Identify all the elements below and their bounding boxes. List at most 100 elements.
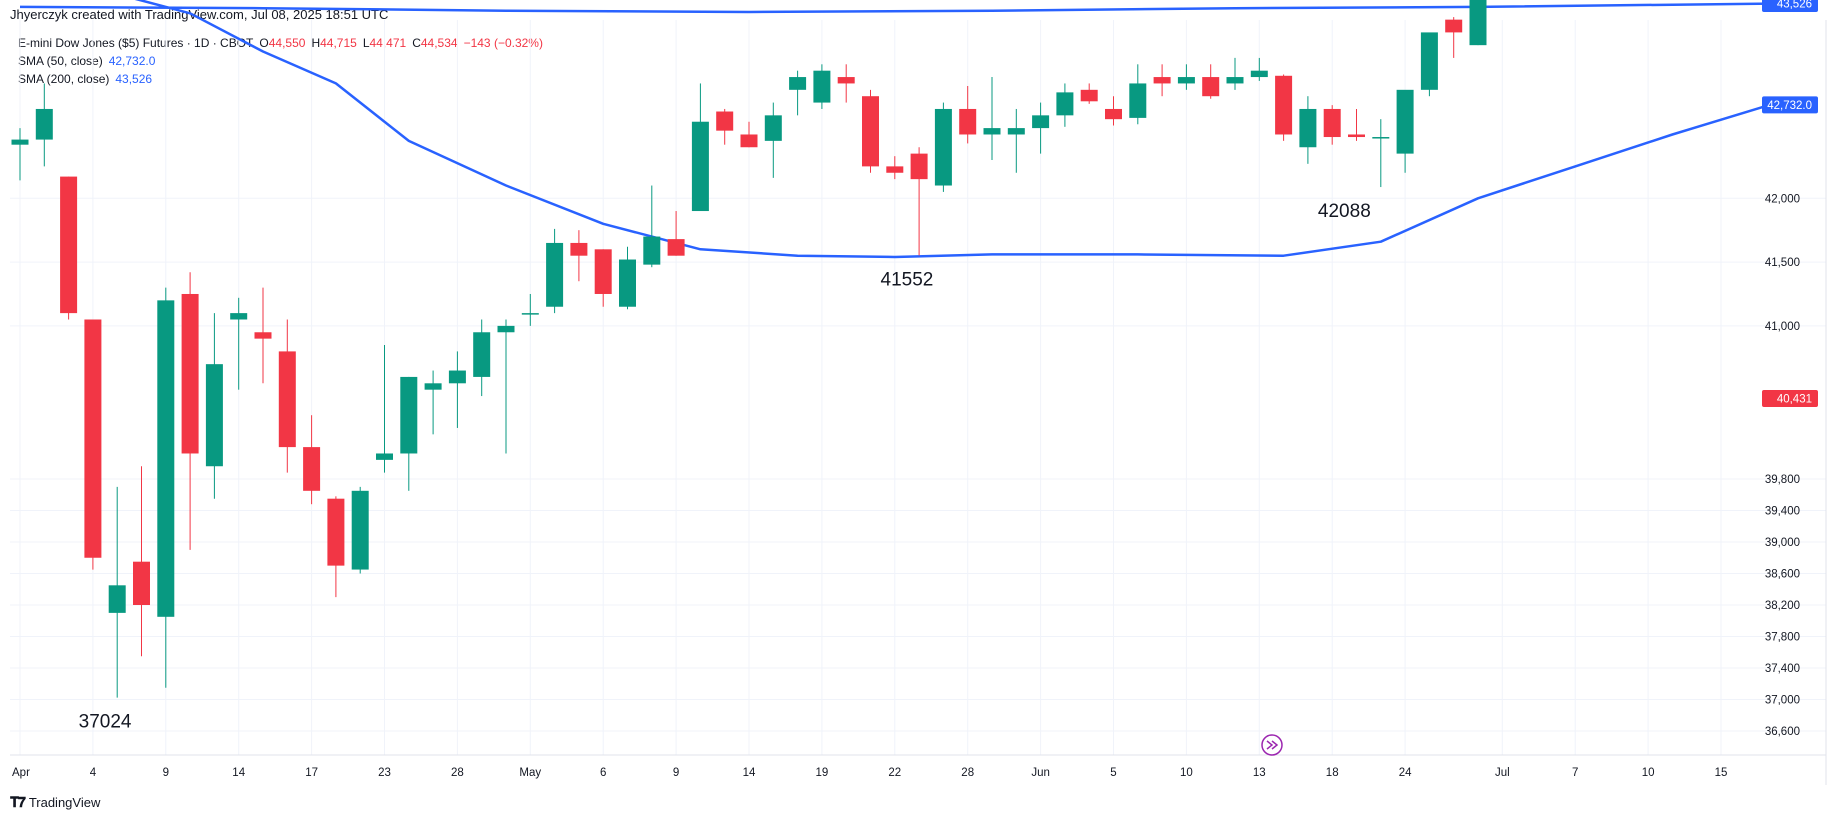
- legend-high-label: H: [311, 36, 321, 50]
- go-to-realtime-button[interactable]: [1261, 734, 1283, 756]
- candle-body: [959, 108, 977, 135]
- x-tick-label: 23: [378, 767, 391, 779]
- candle: [473, 319, 491, 397]
- x-tick-label: 14: [743, 767, 756, 779]
- candle-body: [1420, 32, 1438, 90]
- candle: [1250, 57, 1268, 81]
- candle: [667, 211, 685, 256]
- candle-body: [594, 249, 612, 294]
- candle: [934, 102, 952, 192]
- y-tick-label: 39,800: [1765, 474, 1800, 486]
- y-tick-label: 37,400: [1765, 663, 1800, 675]
- candle-body: [1299, 108, 1317, 148]
- price-axis[interactable]: 36,600 37,000 37,400 37,800 38,200 38,600 39,0…: [1765, 0, 1800, 738]
- candle-body: [11, 139, 29, 145]
- chart-grid: [10, 20, 1826, 755]
- legend-sma50-row[interactable]: SMA (50, close) 42,732.0: [18, 52, 543, 70]
- candle-body: [1226, 77, 1244, 84]
- annotations: 37024415524208845177: [79, 201, 1371, 733]
- candle-body: [1323, 108, 1341, 138]
- candle: [1032, 102, 1050, 154]
- candle: [1323, 105, 1341, 145]
- x-tick-label: 6: [600, 767, 606, 779]
- candle-body: [643, 236, 661, 265]
- candle-body: [521, 313, 539, 315]
- candle-body: [716, 111, 734, 131]
- price-tag-bg: [1762, 0, 1818, 13]
- candle: [1226, 57, 1244, 90]
- candle: [546, 228, 564, 314]
- x-tick-label: 17: [305, 767, 318, 779]
- y-tick-label: 39,400: [1765, 506, 1800, 518]
- candle-body: [813, 70, 831, 103]
- legend-open-label: O: [259, 36, 269, 50]
- y-tick-label: 36,600: [1765, 726, 1800, 738]
- candle-body: [230, 313, 248, 320]
- candle-body: [667, 239, 685, 256]
- candle-body: [205, 364, 223, 467]
- candle: [11, 128, 29, 181]
- candle: [254, 287, 272, 384]
- candle: [376, 345, 393, 473]
- x-tick-label: 5: [1110, 767, 1116, 779]
- y-tick-label: 42,000: [1765, 193, 1800, 205]
- candle-body: [157, 300, 175, 617]
- candle: [886, 156, 904, 180]
- candle: [1080, 83, 1098, 104]
- candle: [1445, 17, 1463, 58]
- x-tick-label: Jul: [1495, 767, 1510, 779]
- candle-body: [546, 242, 564, 307]
- candle: [813, 64, 831, 109]
- legend-close-label: C: [412, 36, 421, 50]
- y-tick-label: 38,200: [1765, 600, 1800, 612]
- annotation-label: 42088: [1318, 201, 1371, 222]
- candle-body: [424, 383, 442, 390]
- candle-body: [400, 376, 418, 454]
- y-tick-label: 38,600: [1765, 569, 1800, 581]
- legend-sma200-row[interactable]: SMA (200, close) 43,526: [18, 70, 543, 88]
- chart-legend: E-mini Dow Jones ($5) Futures · 1D · CBO…: [18, 34, 543, 88]
- candle-body: [351, 490, 369, 570]
- x-tick-label: 24: [1399, 767, 1412, 779]
- x-tick-label: May: [519, 767, 541, 779]
- candle: [1299, 96, 1317, 164]
- candle-body: [691, 121, 709, 212]
- tradingview-logo[interactable]: 𝐓𝟕 TradingView: [10, 794, 100, 811]
- sma-lines: [19, 0, 1770, 259]
- candle: [789, 70, 807, 116]
- x-tick-label: 22: [888, 767, 901, 779]
- candle-body: [1372, 137, 1390, 139]
- candle-body: [570, 242, 588, 256]
- candle: [351, 486, 369, 574]
- legend-symbol: E-mini Dow Jones ($5) Futures · 1D · CBO…: [18, 36, 254, 50]
- candle-body: [376, 453, 393, 460]
- candle-body: [60, 176, 78, 314]
- candle-body: [934, 108, 952, 186]
- candle: [1056, 83, 1074, 127]
- candle: [1396, 89, 1414, 173]
- x-tick-label: Apr: [12, 767, 30, 779]
- chart-credit: Jhyerczyk created with TradingView.com, …: [10, 7, 389, 22]
- time-axis[interactable]: Apr 4 9 14 17 23 28 May 6 9 14 19 22 28 Jun 5 10 13 18 24 Ju…: [12, 767, 1727, 779]
- candle-body: [837, 77, 855, 84]
- candle-body: [1348, 134, 1365, 138]
- candle: [1469, 0, 1487, 46]
- candle-body: [448, 370, 466, 384]
- candle-body: [35, 108, 53, 140]
- legend-symbol-row[interactable]: E-mini Dow Jones ($5) Futures · 1D · CBO…: [18, 34, 543, 52]
- candle-body: [1080, 89, 1098, 102]
- x-tick-label: 15: [1715, 767, 1728, 779]
- x-tick-label: 28: [961, 767, 974, 779]
- annotation-label: 41552: [881, 269, 934, 290]
- x-tick-label: 18: [1326, 767, 1339, 779]
- x-tick-label: 19: [816, 767, 829, 779]
- candle: [84, 319, 102, 570]
- candle-body: [1202, 77, 1220, 97]
- candle: [1177, 64, 1195, 90]
- legend-sma50-label: SMA (50, close): [18, 54, 103, 68]
- candle: [35, 83, 53, 167]
- annotation-label: 37024: [79, 712, 132, 733]
- x-tick-label: 9: [673, 767, 679, 779]
- candle: [1007, 108, 1025, 173]
